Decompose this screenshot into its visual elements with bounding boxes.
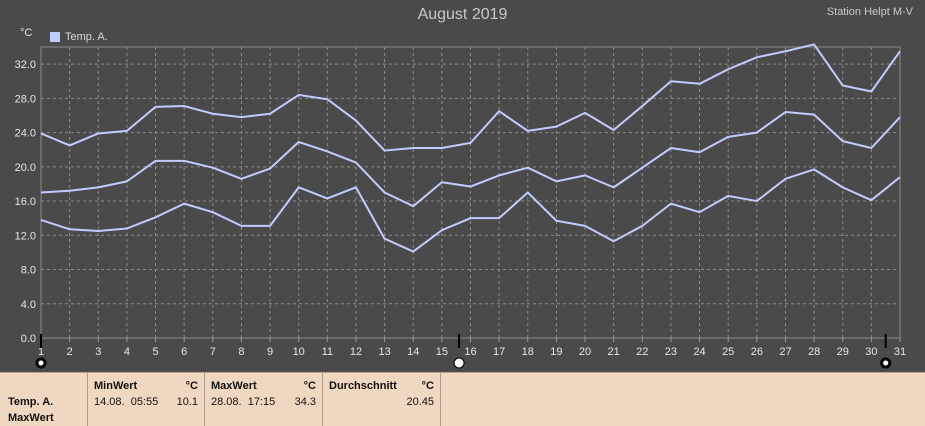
y-tick-label: 20.0 xyxy=(15,162,36,174)
y-axis-unit: °C xyxy=(20,27,33,39)
x-tick-label: 20 xyxy=(579,346,591,358)
avg-unit: °C xyxy=(421,380,434,392)
legend-label: Temp. A. xyxy=(65,31,108,43)
x-tick-label: 13 xyxy=(378,346,390,358)
min-column: MinWert °C 14.08. 05:55 10.1 xyxy=(88,373,205,426)
series-line-3 xyxy=(40,168,901,253)
stats-label-column: Temp. A. MaxWert xyxy=(0,373,88,426)
y-tick-label: 4.0 xyxy=(21,299,36,311)
x-tick-label: 16 xyxy=(464,346,476,358)
x-tick-label: 23 xyxy=(665,346,677,358)
x-tick-label: 28 xyxy=(808,346,820,358)
min-header: MinWert xyxy=(94,380,138,392)
max-value: 34.3 xyxy=(294,396,316,408)
x-tick-label: 1 xyxy=(38,346,44,358)
avg-header: Durchschnitt xyxy=(329,380,397,392)
x-tick-label: 4 xyxy=(124,346,130,358)
y-tick-label: 8.0 xyxy=(21,265,36,277)
max-unit: °C xyxy=(303,380,316,392)
x-tick-label: 21 xyxy=(608,346,620,358)
x-tick-label: 25 xyxy=(722,346,734,358)
station-label: Station Helpt M-V xyxy=(826,6,913,18)
x-tick-label: 29 xyxy=(837,346,849,358)
x-tick-label: 12 xyxy=(350,346,362,358)
x-tick-label: 22 xyxy=(636,346,648,358)
chart-area: August 2019 Station Helpt M-V °C Temp. A… xyxy=(14,6,913,369)
y-tick-label: 16.0 xyxy=(15,196,36,208)
series-line-1 xyxy=(40,43,901,152)
max-column: MaxWert °C 28.08. 17:15 34.3 xyxy=(205,373,323,426)
range-marker-dot xyxy=(883,360,889,366)
avg-value: 20.45 xyxy=(406,396,434,408)
x-tick-label: 5 xyxy=(152,346,158,358)
x-tick-label: 7 xyxy=(210,346,216,358)
x-tick-label: 9 xyxy=(267,346,273,358)
x-tick-label: 30 xyxy=(865,346,877,358)
series-line-2 xyxy=(40,111,901,208)
min-value: 10.1 xyxy=(176,396,198,408)
x-tick-label: 14 xyxy=(407,346,419,358)
x-tick-label: 26 xyxy=(751,346,763,358)
y-tick-label: 28.0 xyxy=(15,93,36,105)
line-chart: 0.04.08.012.016.020.024.028.032.01 2 3 4 5 6 7… xyxy=(15,43,906,369)
x-tick-label: 10 xyxy=(293,346,305,358)
x-tick-label: 8 xyxy=(238,346,244,358)
x-tick-label: 2 xyxy=(67,346,73,358)
y-tick-label: 32.0 xyxy=(15,59,36,71)
stats-row-sublabel: MaxWert xyxy=(8,412,54,424)
stats-row-label: Temp. A. xyxy=(8,396,54,408)
x-tick-label: 19 xyxy=(550,346,562,358)
legend: Temp. A. xyxy=(50,31,108,43)
min-unit: °C xyxy=(185,380,198,392)
legend-swatch xyxy=(50,32,60,42)
x-tick-label: 17 xyxy=(493,346,505,358)
chart-title: August 2019 xyxy=(417,6,508,23)
avg-column: Durchschnitt °C 20.45 xyxy=(323,373,441,426)
x-tick-label: 3 xyxy=(95,346,101,358)
x-tick-label: 15 xyxy=(436,346,448,358)
range-marker-dot xyxy=(38,360,44,366)
stats-panel: Temp. A. MaxWert MinWert °C 14.08. 05:55… xyxy=(0,372,925,426)
max-header: MaxWert xyxy=(211,380,257,392)
y-tick-label: 24.0 xyxy=(15,128,36,140)
x-tick-label: 18 xyxy=(522,346,534,358)
x-tick-label: 27 xyxy=(779,346,791,358)
min-datetime: 14.08. 05:55 xyxy=(94,396,159,408)
x-tick-label: 6 xyxy=(181,346,187,358)
range-marker-handle xyxy=(453,357,465,369)
y-tick-label: 12.0 xyxy=(15,230,36,242)
y-tick-label: 0.0 xyxy=(21,333,36,345)
x-tick-label: 31 xyxy=(894,346,906,358)
max-datetime: 28.08. 17:15 xyxy=(211,396,276,408)
x-tick-label: 24 xyxy=(693,346,705,358)
x-tick-label: 11 xyxy=(322,346,333,358)
